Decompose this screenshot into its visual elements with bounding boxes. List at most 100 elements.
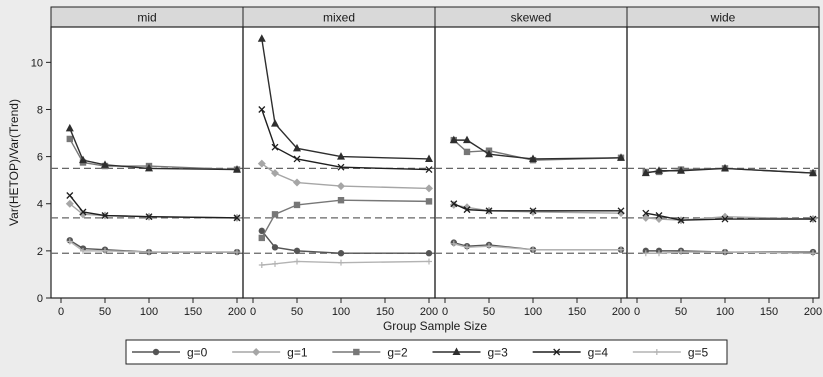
data-point-marker <box>337 182 345 191</box>
data-point-marker <box>337 163 345 171</box>
data-point-marker <box>485 207 493 215</box>
panel-mixed: mixed 0 50 100 150 200 <box>242 6 438 318</box>
x-tick-label: 0 <box>442 306 448 318</box>
data-point-marker <box>425 184 433 193</box>
data-point-marker <box>463 206 471 214</box>
data-point-marker <box>617 207 625 215</box>
data-point-marker <box>655 166 663 174</box>
series-g=4 <box>66 192 241 222</box>
data-point-marker <box>293 178 301 187</box>
panel-label: wide <box>710 11 736 25</box>
data-point-marker <box>145 163 153 172</box>
data-point-marker <box>80 247 86 254</box>
data-point-marker <box>233 214 241 222</box>
series-g=4 <box>258 106 433 174</box>
data-point-marker <box>678 249 684 256</box>
x-tick-label: 150 <box>760 306 778 318</box>
data-point-marker <box>271 244 279 251</box>
data-point-marker <box>425 154 433 162</box>
panel-wide: wide 0 50 100 150 200 <box>626 6 822 318</box>
x-tick-label: 200 <box>228 306 246 318</box>
x-tick-label: 100 <box>332 306 350 318</box>
data-point-marker <box>66 135 73 143</box>
x-axis-title: Group Sample Size <box>383 319 487 333</box>
data-point-marker <box>486 243 492 250</box>
data-point-marker <box>337 197 345 204</box>
data-point-marker <box>618 246 624 253</box>
series-g=3 <box>257 34 433 162</box>
data-point-marker <box>271 119 279 127</box>
x-tick-label: 200 <box>612 306 630 318</box>
x-tick-label: 50 <box>483 306 495 318</box>
x-tick-label: 50 <box>291 306 303 318</box>
data-point-marker <box>337 250 345 257</box>
data-point-marker <box>425 198 433 205</box>
data-point-marker <box>258 227 265 235</box>
data-point-marker <box>66 238 73 245</box>
data-point-marker <box>463 135 471 144</box>
legend-marker <box>653 349 660 355</box>
data-point-marker <box>450 200 458 208</box>
legend-label: g=1 <box>287 346 308 360</box>
legend-item: g=5 <box>632 346 709 360</box>
data-point-marker <box>258 234 265 242</box>
legend-marker <box>353 348 360 356</box>
x-tick-label: 200 <box>804 306 822 318</box>
legend-box <box>125 339 728 365</box>
data-point-marker <box>809 168 817 177</box>
x-tick-label: 100 <box>716 306 734 318</box>
data-point-marker <box>721 163 729 172</box>
x-tick-label: 150 <box>568 306 586 318</box>
data-point-marker <box>721 215 729 223</box>
data-point-marker <box>530 246 536 253</box>
data-point-marker <box>425 250 433 257</box>
data-point-marker <box>101 160 109 168</box>
series-g=5 <box>642 249 816 257</box>
data-point-marker <box>337 152 345 160</box>
y-axis-title: Var(HETOP)/Var(Trend) <box>7 99 21 226</box>
panel-label: skewed <box>511 11 552 25</box>
data-point-marker <box>338 259 344 266</box>
legend-item: g=2 <box>332 346 408 360</box>
data-point-marker <box>677 166 685 174</box>
y-tick-label: 4 <box>37 199 43 211</box>
data-point-marker <box>79 208 87 216</box>
data-point-marker <box>529 207 537 216</box>
legend-label: g=5 <box>688 346 709 360</box>
legend-marker <box>152 348 160 356</box>
legend-marker <box>252 348 261 356</box>
data-point-marker <box>464 244 470 251</box>
data-point-marker <box>271 143 279 151</box>
legend-item: g=1 <box>232 346 308 360</box>
data-point-marker <box>293 155 301 163</box>
legend-label: g=3 <box>488 346 509 360</box>
data-point-marker <box>529 207 537 215</box>
data-point-marker <box>271 169 279 178</box>
x-tick-label: 50 <box>675 306 687 318</box>
data-point-marker <box>809 215 817 223</box>
data-point-marker <box>641 168 650 177</box>
series-g=4 <box>450 200 625 215</box>
panel-frame <box>626 26 820 299</box>
panel-label: mixed <box>323 11 355 25</box>
x-tick-label: 200 <box>420 306 438 318</box>
data-point-marker <box>66 192 74 199</box>
x-tick-label: 50 <box>99 306 111 318</box>
data-point-marker <box>145 213 153 221</box>
series-g=0 <box>258 227 433 257</box>
data-point-marker <box>272 260 278 267</box>
data-point-marker <box>271 211 279 218</box>
data-point-marker <box>101 212 109 219</box>
legend-item: g=0 <box>132 346 208 360</box>
data-point-marker <box>65 199 74 208</box>
data-point-marker <box>233 165 241 173</box>
data-point-marker <box>258 106 266 113</box>
legend-label: g=0 <box>187 346 208 360</box>
x-tick-label: 0 <box>250 306 256 318</box>
data-point-marker <box>677 216 685 224</box>
legend-label: g=4 <box>588 346 609 360</box>
data-point-marker <box>463 148 471 156</box>
y-tick-label: 10 <box>31 57 43 69</box>
